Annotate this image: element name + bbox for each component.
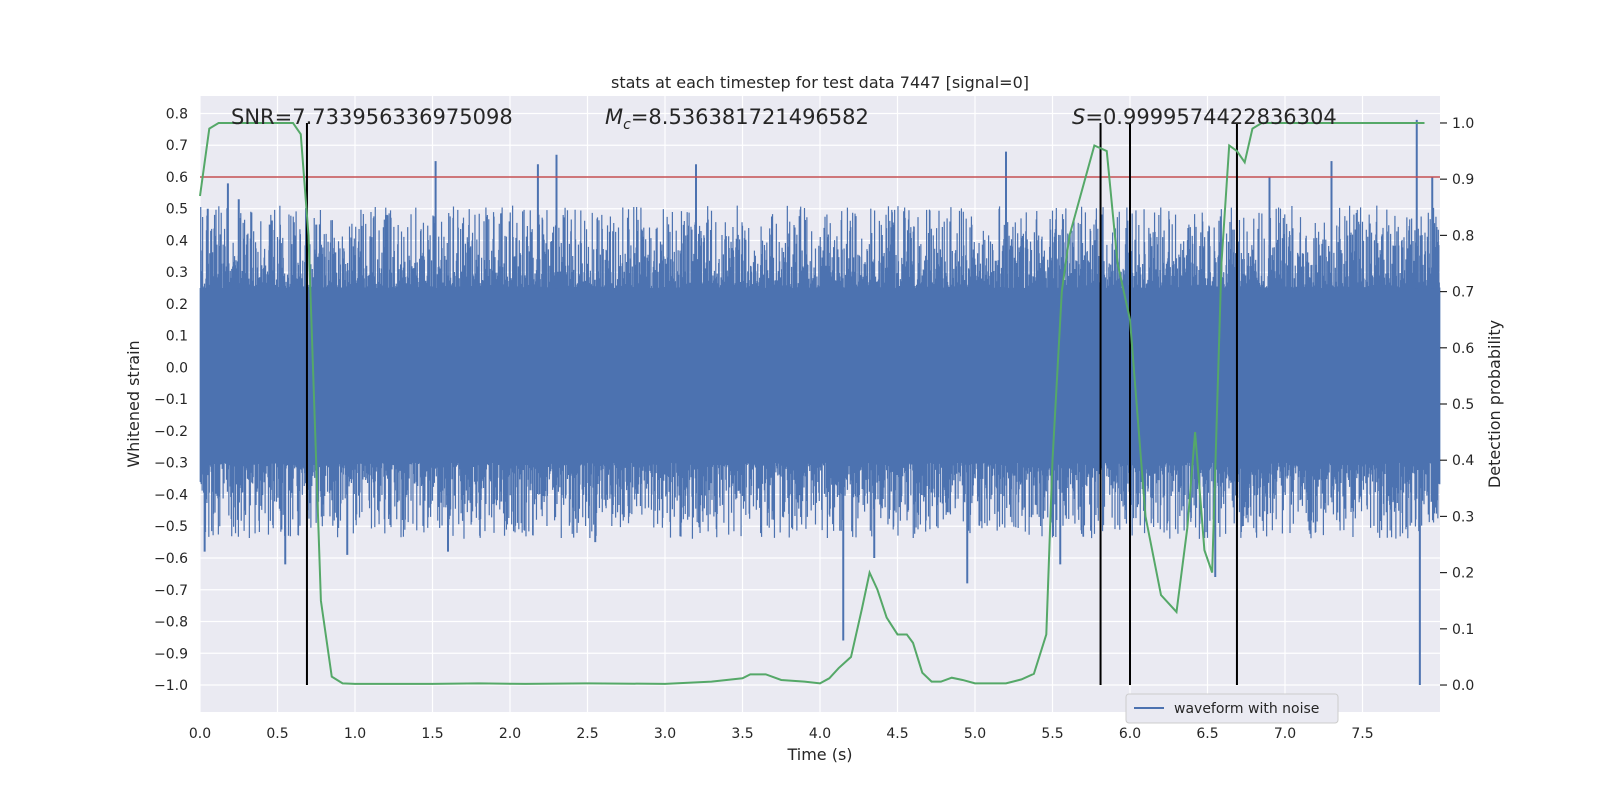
y2-axis-ticks: 1.0 0.9 0.8 0.7 0.6 0.5 0.4 0.3 0.2 0.1 0.0	[1440, 116, 1474, 694]
y-tick-label: 0.6	[166, 170, 188, 186]
y-tick-label: 0.2	[166, 297, 188, 313]
detection-probability-line	[199, 121, 1425, 685]
x-axis-ticks: 0.0 0.5 1.0 1.5 2.0 2.5 3.0 3.5 4.0 4.5 5.0 5.5 6.0 6…	[189, 726, 1374, 742]
x-tick-label: 5.0	[964, 726, 986, 742]
x-tick-label: 5.5	[1041, 726, 1063, 742]
s-annotation: S=0.9999574422836304	[1072, 105, 1337, 129]
y-tick-label: 0.1	[166, 329, 188, 345]
y-tick-label: −0.5	[154, 519, 188, 535]
y2-tick-label: 0.0	[1452, 678, 1474, 694]
y-tick-label: −0.1	[154, 392, 188, 408]
y2-tick-label: 0.5	[1452, 397, 1474, 413]
x-tick-label: 6.0	[1119, 726, 1141, 742]
x-tick-label: 2.0	[499, 726, 521, 742]
x-tick-label: 3.0	[654, 726, 676, 742]
x-tick-label: 3.5	[731, 726, 753, 742]
y-tick-label: −0.3	[154, 456, 188, 472]
waveform-series	[199, 119, 1441, 686]
x-tick-label: 1.0	[344, 726, 366, 742]
x-tick-label: 0.5	[266, 726, 288, 742]
chirp-mass-value: =8.536381721496582	[631, 105, 869, 129]
x-tick-label: 4.0	[809, 726, 831, 742]
snr-annotation: SNR=7.733956336975098	[231, 105, 513, 129]
x-tick-label: 7.5	[1351, 726, 1373, 742]
x-tick-label: 4.5	[886, 726, 908, 742]
x-tick-label: 6.5	[1196, 726, 1218, 742]
x-axis-label: Time (s)	[786, 745, 852, 764]
y2-tick-label: 1.0	[1452, 116, 1474, 132]
y-axis-label: Whitened strain	[124, 340, 143, 467]
y-tick-label: 0.8	[166, 106, 188, 122]
x-tick-label: 7.0	[1274, 726, 1296, 742]
y-tick-label: 0.7	[166, 138, 188, 154]
y-tick-label: −0.4	[154, 487, 188, 503]
y-tick-label: −0.8	[154, 615, 188, 631]
y2-tick-label: 0.6	[1452, 341, 1474, 357]
y-tick-label: 0.4	[166, 233, 188, 249]
y-tick-label: 0.0	[166, 360, 188, 376]
y-tick-label: −0.6	[154, 551, 188, 567]
y2-tick-label: 0.8	[1452, 228, 1474, 244]
x-tick-label: 2.5	[576, 726, 598, 742]
x-tick-label: 1.5	[421, 726, 443, 742]
y-tick-label: −0.7	[154, 583, 188, 599]
waveform-core-band	[200, 288, 1440, 463]
y-tick-label: 0.3	[166, 265, 188, 281]
y2-tick-label: 0.7	[1452, 285, 1474, 301]
y2-tick-label: 0.2	[1452, 566, 1474, 582]
chirp-mass-subscript: c	[623, 117, 631, 133]
legend-box	[1125, 693, 1339, 724]
y-axis-ticks: 0.8 0.7 0.6 0.5 0.4 0.3 0.2 0.1 0.0 −0.1 −0.2 −0.3 −…	[154, 106, 188, 694]
y2-tick-label: 0.9	[1452, 172, 1474, 188]
legend: waveform with noise	[1125, 693, 1339, 724]
chart-title: stats at each timestep for test data 744…	[611, 73, 1029, 92]
y-tick-label: −0.2	[154, 424, 188, 440]
y2-tick-label: 0.3	[1452, 509, 1474, 525]
y2-tick-label: 0.1	[1452, 622, 1474, 638]
y-tick-label: −1.0	[154, 678, 188, 694]
legend-label: waveform with noise	[1174, 701, 1319, 717]
chirp-mass-symbol: M	[605, 105, 623, 129]
y2-axis-label: Detection probability	[1485, 320, 1504, 488]
y2-tick-label: 0.4	[1452, 453, 1474, 469]
s-symbol: S	[1072, 105, 1085, 129]
y-tick-label: −0.9	[154, 646, 188, 662]
y-tick-label: 0.5	[166, 202, 188, 218]
x-tick-label: 0.0	[189, 726, 211, 742]
chirp-mass-annotation: Mc=8.536381721496582	[605, 105, 869, 133]
s-value: =0.9999574422836304	[1085, 105, 1336, 129]
